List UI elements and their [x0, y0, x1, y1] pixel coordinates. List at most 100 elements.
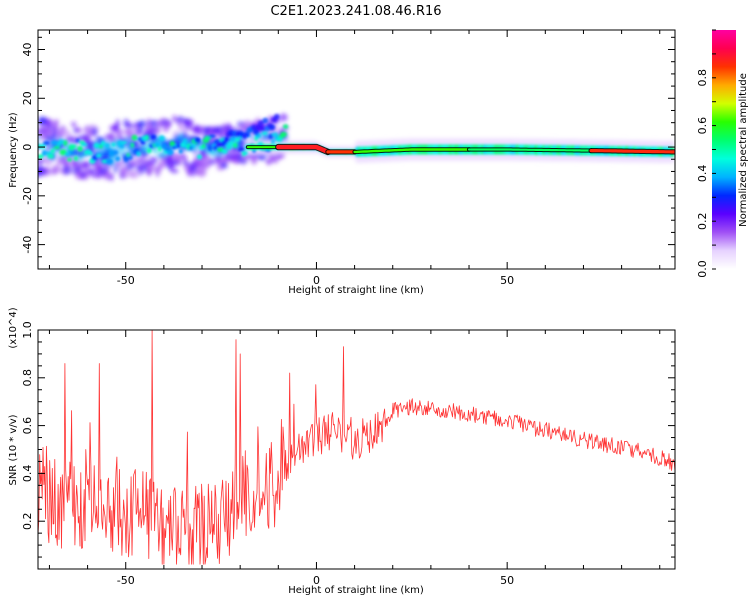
- heatmap-cell: [149, 144, 154, 149]
- heatmap-ridge-layer: [245, 143, 675, 156]
- heatmap-cell: [42, 140, 51, 146]
- y-tick-label: 0.4: [21, 465, 34, 483]
- heatmap-cell: [250, 156, 258, 166]
- heatmap-cell: [193, 147, 198, 156]
- heatmap-cell: [140, 152, 150, 157]
- heatmap-cell: [271, 132, 279, 137]
- heatmap-cell: [234, 138, 240, 142]
- colorbar-ticks: 0.0 0.2 0.4 0.6 0.8: [696, 29, 716, 278]
- heatmap-cell: [121, 140, 127, 145]
- heatmap-cell: [154, 141, 161, 148]
- heatmap-cell: [91, 155, 98, 161]
- heatmap-cell: [128, 163, 137, 168]
- heatmap-cell: [146, 163, 156, 172]
- ridge-segment: [276, 144, 331, 155]
- snr-scale-label: (x10^4): [8, 307, 19, 348]
- heatmap-cell: [171, 115, 177, 122]
- heatmap-cell: [105, 158, 114, 165]
- heatmap-cell: [114, 156, 121, 162]
- heatmap-cell: [243, 150, 248, 156]
- heatmap-cell: [160, 142, 167, 150]
- heatmap-cell: [81, 135, 92, 141]
- heatmap-cell: [283, 124, 289, 129]
- heatmap-cell: [176, 143, 181, 148]
- heatmap-cell: [269, 124, 276, 131]
- colorbar-label: Normalized spectral amplitude: [738, 73, 749, 227]
- colorbar: 0.0 0.2 0.4 0.6 0.8 Normalized spectral ampl…: [696, 29, 749, 278]
- heatmap-cell: [38, 144, 46, 149]
- heatmap-cell: [139, 120, 147, 128]
- heatmap-cell: [280, 131, 287, 137]
- heatmap-cell: [260, 125, 266, 132]
- heatmap-cell: [138, 125, 143, 134]
- figure-title: C2E1.2023.241.08.46.R16: [270, 4, 441, 19]
- heatmap-cell: [229, 136, 237, 142]
- heatmap-cell: [150, 134, 157, 140]
- x-tick-label: 0: [313, 574, 320, 587]
- heatmap-cell: [157, 146, 162, 152]
- spectrogram-frame: [37, 29, 676, 270]
- heatmap-cell: [188, 119, 195, 126]
- heatmap-cell: [221, 162, 228, 169]
- heatmap-cell: [146, 148, 152, 154]
- heatmap-cell: [111, 142, 116, 147]
- heatmap-cell: [96, 153, 102, 158]
- y-tick-label: 1.0: [21, 321, 34, 339]
- y-tick-label: 0.2: [21, 512, 34, 530]
- heatmap-cell: [82, 161, 90, 169]
- colorbar-tick-label: 0.0: [696, 260, 709, 278]
- heatmap-cell: [253, 129, 260, 136]
- heatmap-cell: [77, 128, 83, 133]
- heatmap-cell: [77, 145, 83, 152]
- heatmap-cell: [140, 140, 146, 145]
- heatmap-cell: [131, 134, 138, 141]
- colorbar-tick-label: 0.4: [696, 165, 709, 183]
- x-tick-label: 50: [500, 274, 514, 287]
- heatmap-cell: [70, 144, 77, 148]
- heatmap-cell: [134, 139, 140, 147]
- heatmap-cell: [113, 150, 118, 155]
- heatmap-cell: [76, 139, 80, 143]
- heatmap-cell: [88, 151, 93, 156]
- x-tick-label: -50: [117, 574, 135, 587]
- heatmap-cell: [100, 141, 106, 146]
- colorbar-tick-label: 0.8: [696, 69, 709, 87]
- heatmap-cell: [138, 169, 144, 176]
- heatmap-cell: [50, 148, 55, 154]
- heatmap-cell: [93, 142, 100, 149]
- snr-line-layer: [38, 330, 675, 565]
- heatmap-cell: [154, 127, 162, 134]
- ridge-segment: [589, 149, 675, 154]
- heatmap-cell: [128, 155, 133, 160]
- heatmap-cell: [53, 145, 61, 150]
- snr-x-axis-label: Height of straight line (km): [288, 585, 424, 596]
- heatmap-cell: [98, 144, 103, 149]
- heatmap-cell: [191, 143, 196, 149]
- heatmap-cell: [105, 143, 110, 148]
- heatmap-cell: [208, 134, 216, 138]
- spectrogram-y-axis-label: Frequency (Hz): [8, 112, 19, 188]
- heatmap-cell: [271, 157, 279, 164]
- heatmap-cell: [66, 135, 77, 140]
- y-tick-label: 20: [21, 91, 34, 105]
- heatmap-cell: [63, 130, 72, 137]
- y-tick-label: 0.8: [21, 369, 34, 387]
- snr-y-axis-label: SNR (10 * v/v): [8, 414, 19, 485]
- snr-series-line: [38, 330, 675, 565]
- heatmap-cell: [123, 155, 129, 162]
- heatmap-cell: [65, 152, 70, 157]
- y-tick-label: -40: [21, 236, 34, 254]
- heatmap-cell: [197, 154, 202, 160]
- spectrogram-x-axis-label: Height of straight line (km): [288, 285, 424, 296]
- heatmap-cell: [129, 169, 140, 179]
- heatmap-cell: [108, 173, 115, 182]
- x-tick-label: -50: [117, 274, 135, 287]
- heatmap-cell: [169, 141, 176, 147]
- heatmap-cell: [38, 154, 44, 159]
- x-tick-label: 0: [313, 274, 320, 287]
- heatmap-cell: [115, 129, 125, 136]
- heatmap-cell: [47, 153, 55, 159]
- heatmap-cell: [80, 142, 88, 147]
- heatmap-cell: [250, 124, 257, 131]
- heatmap-cell: [52, 164, 62, 174]
